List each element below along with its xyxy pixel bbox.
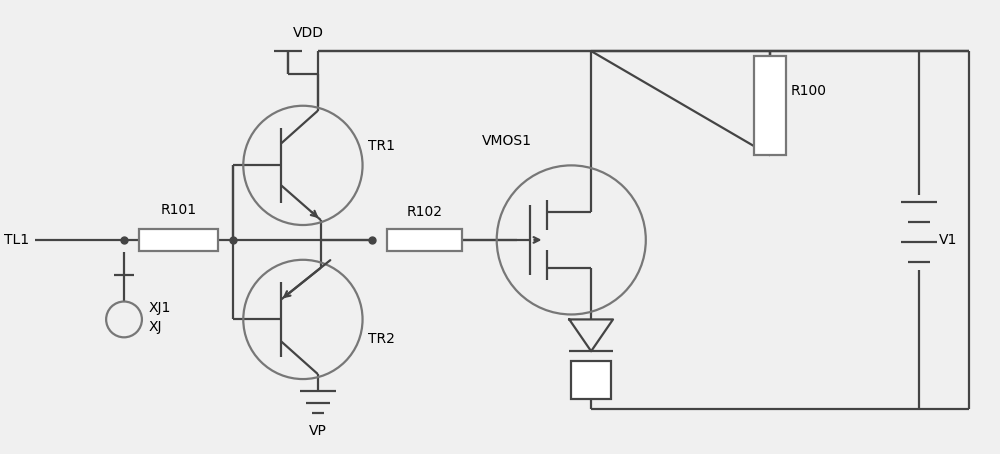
Text: VMOS1: VMOS1	[482, 133, 532, 148]
Bar	[571, 361, 611, 399]
Text: V1: V1	[939, 233, 957, 247]
Text: TL1: TL1	[4, 233, 30, 247]
Text: XJ: XJ	[149, 321, 162, 335]
Text: TR2: TR2	[368, 332, 394, 346]
Text: R101: R101	[161, 203, 197, 217]
Bar	[139, 229, 218, 251]
Bar	[754, 56, 786, 155]
Text: VDD: VDD	[293, 26, 324, 40]
Text: XJ1: XJ1	[149, 301, 171, 315]
Text: R100: R100	[791, 84, 827, 98]
Text: TR1: TR1	[368, 138, 395, 153]
Bar	[387, 229, 462, 251]
Text: VP: VP	[309, 424, 327, 438]
Text: R102: R102	[406, 205, 442, 219]
